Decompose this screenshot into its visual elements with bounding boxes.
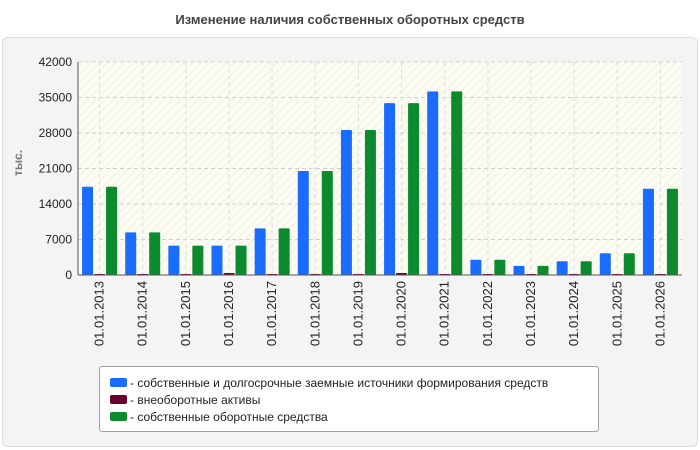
- bar-series-1-01.01.2025: [599, 253, 611, 275]
- legend: - собственные и долгосрочные заемные ист…: [99, 366, 599, 432]
- legend-swatch: [110, 412, 127, 421]
- x-tick-label: 01.01.2023: [523, 281, 538, 346]
- legend-label: - внеоборотные активы: [130, 392, 261, 407]
- legend-swatch: [110, 395, 127, 404]
- chart-title: Изменение наличия собственных оборотных …: [175, 12, 525, 27]
- x-tick-label: 01.01.2016: [221, 281, 236, 346]
- x-tick-label: 01.01.2014: [135, 281, 150, 346]
- bar-series-3-01.01.2018: [321, 171, 333, 275]
- bar-series-1-01.01.2018: [297, 171, 309, 275]
- x-tick-label: 01.01.2019: [350, 281, 365, 346]
- bar-series-1-01.01.2016: [211, 245, 223, 275]
- y-tick-label: 42000: [39, 55, 73, 69]
- x-tick-label: 01.01.2021: [437, 281, 452, 346]
- bar-series-1-01.01.2024: [556, 261, 568, 275]
- bar-series-3-01.01.2021: [451, 91, 463, 276]
- y-tick-label: 21000: [39, 162, 73, 176]
- bar-series-1-01.01.2019: [340, 129, 352, 275]
- bar-series-3-01.01.2025: [623, 253, 635, 275]
- x-tick-label: 01.01.2017: [264, 281, 279, 346]
- x-tick-label: 01.01.2020: [394, 281, 409, 346]
- bar-series-1-01.01.2017: [254, 228, 266, 275]
- y-tick-label: 28000: [39, 126, 73, 140]
- bar-series-3-01.01.2023: [537, 265, 549, 275]
- bar-series-1-01.01.2014: [125, 232, 137, 275]
- legend-item-1: - собственные и долгосрочные заемные ист…: [110, 374, 598, 391]
- y-axis-label: тыс.: [11, 150, 25, 176]
- legend-item-2: - внеоборотные активы: [110, 391, 598, 408]
- bar-series-1-01.01.2020: [384, 103, 396, 275]
- y-tick-label: 35000: [39, 91, 73, 105]
- bar-series-3-01.01.2022: [494, 259, 506, 275]
- legend-item-3: - собственные оборотные средства: [110, 408, 598, 425]
- legend-swatch: [110, 378, 127, 387]
- bar-series-3-01.01.2026: [666, 188, 678, 275]
- legend-label: - собственные и долгосрочные заемные ист…: [130, 375, 549, 390]
- bar-series-1-01.01.2013: [82, 186, 94, 275]
- bar-series-1-01.01.2023: [513, 265, 525, 275]
- bar-series-1-01.01.2021: [427, 91, 439, 276]
- y-tick-label: 0: [65, 268, 72, 282]
- legend-label: - собственные оборотные средства: [130, 409, 328, 424]
- x-tick-label: 01.01.2024: [566, 281, 581, 346]
- y-tick-label: 7000: [45, 233, 72, 247]
- bar-series-3-01.01.2020: [408, 103, 420, 275]
- bar-series-3-01.01.2024: [580, 261, 592, 275]
- x-tick-label: 01.01.2022: [480, 281, 495, 346]
- x-tick-label: 01.01.2025: [609, 281, 624, 346]
- bar-series-1-01.01.2026: [642, 188, 654, 275]
- bar-series-3-01.01.2015: [192, 245, 204, 275]
- bar-series-3-01.01.2019: [364, 129, 376, 275]
- y-tick-label: 14000: [39, 197, 73, 211]
- bar-series-3-01.01.2014: [149, 232, 161, 275]
- x-tick-label: 01.01.2018: [307, 281, 322, 346]
- bar-series-3-01.01.2017: [278, 228, 290, 275]
- bar-series-2-01.01.2020: [396, 272, 408, 275]
- bar-series-3-01.01.2016: [235, 245, 247, 275]
- bar-series-3-01.01.2013: [106, 186, 118, 275]
- x-tick-label: 01.01.2026: [652, 281, 667, 346]
- bar-series-1-01.01.2015: [168, 245, 180, 275]
- bar-series-1-01.01.2022: [470, 259, 482, 275]
- x-tick-label: 01.01.2015: [178, 281, 193, 346]
- x-tick-label: 01.01.2013: [92, 281, 107, 346]
- bar-series-2-01.01.2016: [223, 272, 235, 275]
